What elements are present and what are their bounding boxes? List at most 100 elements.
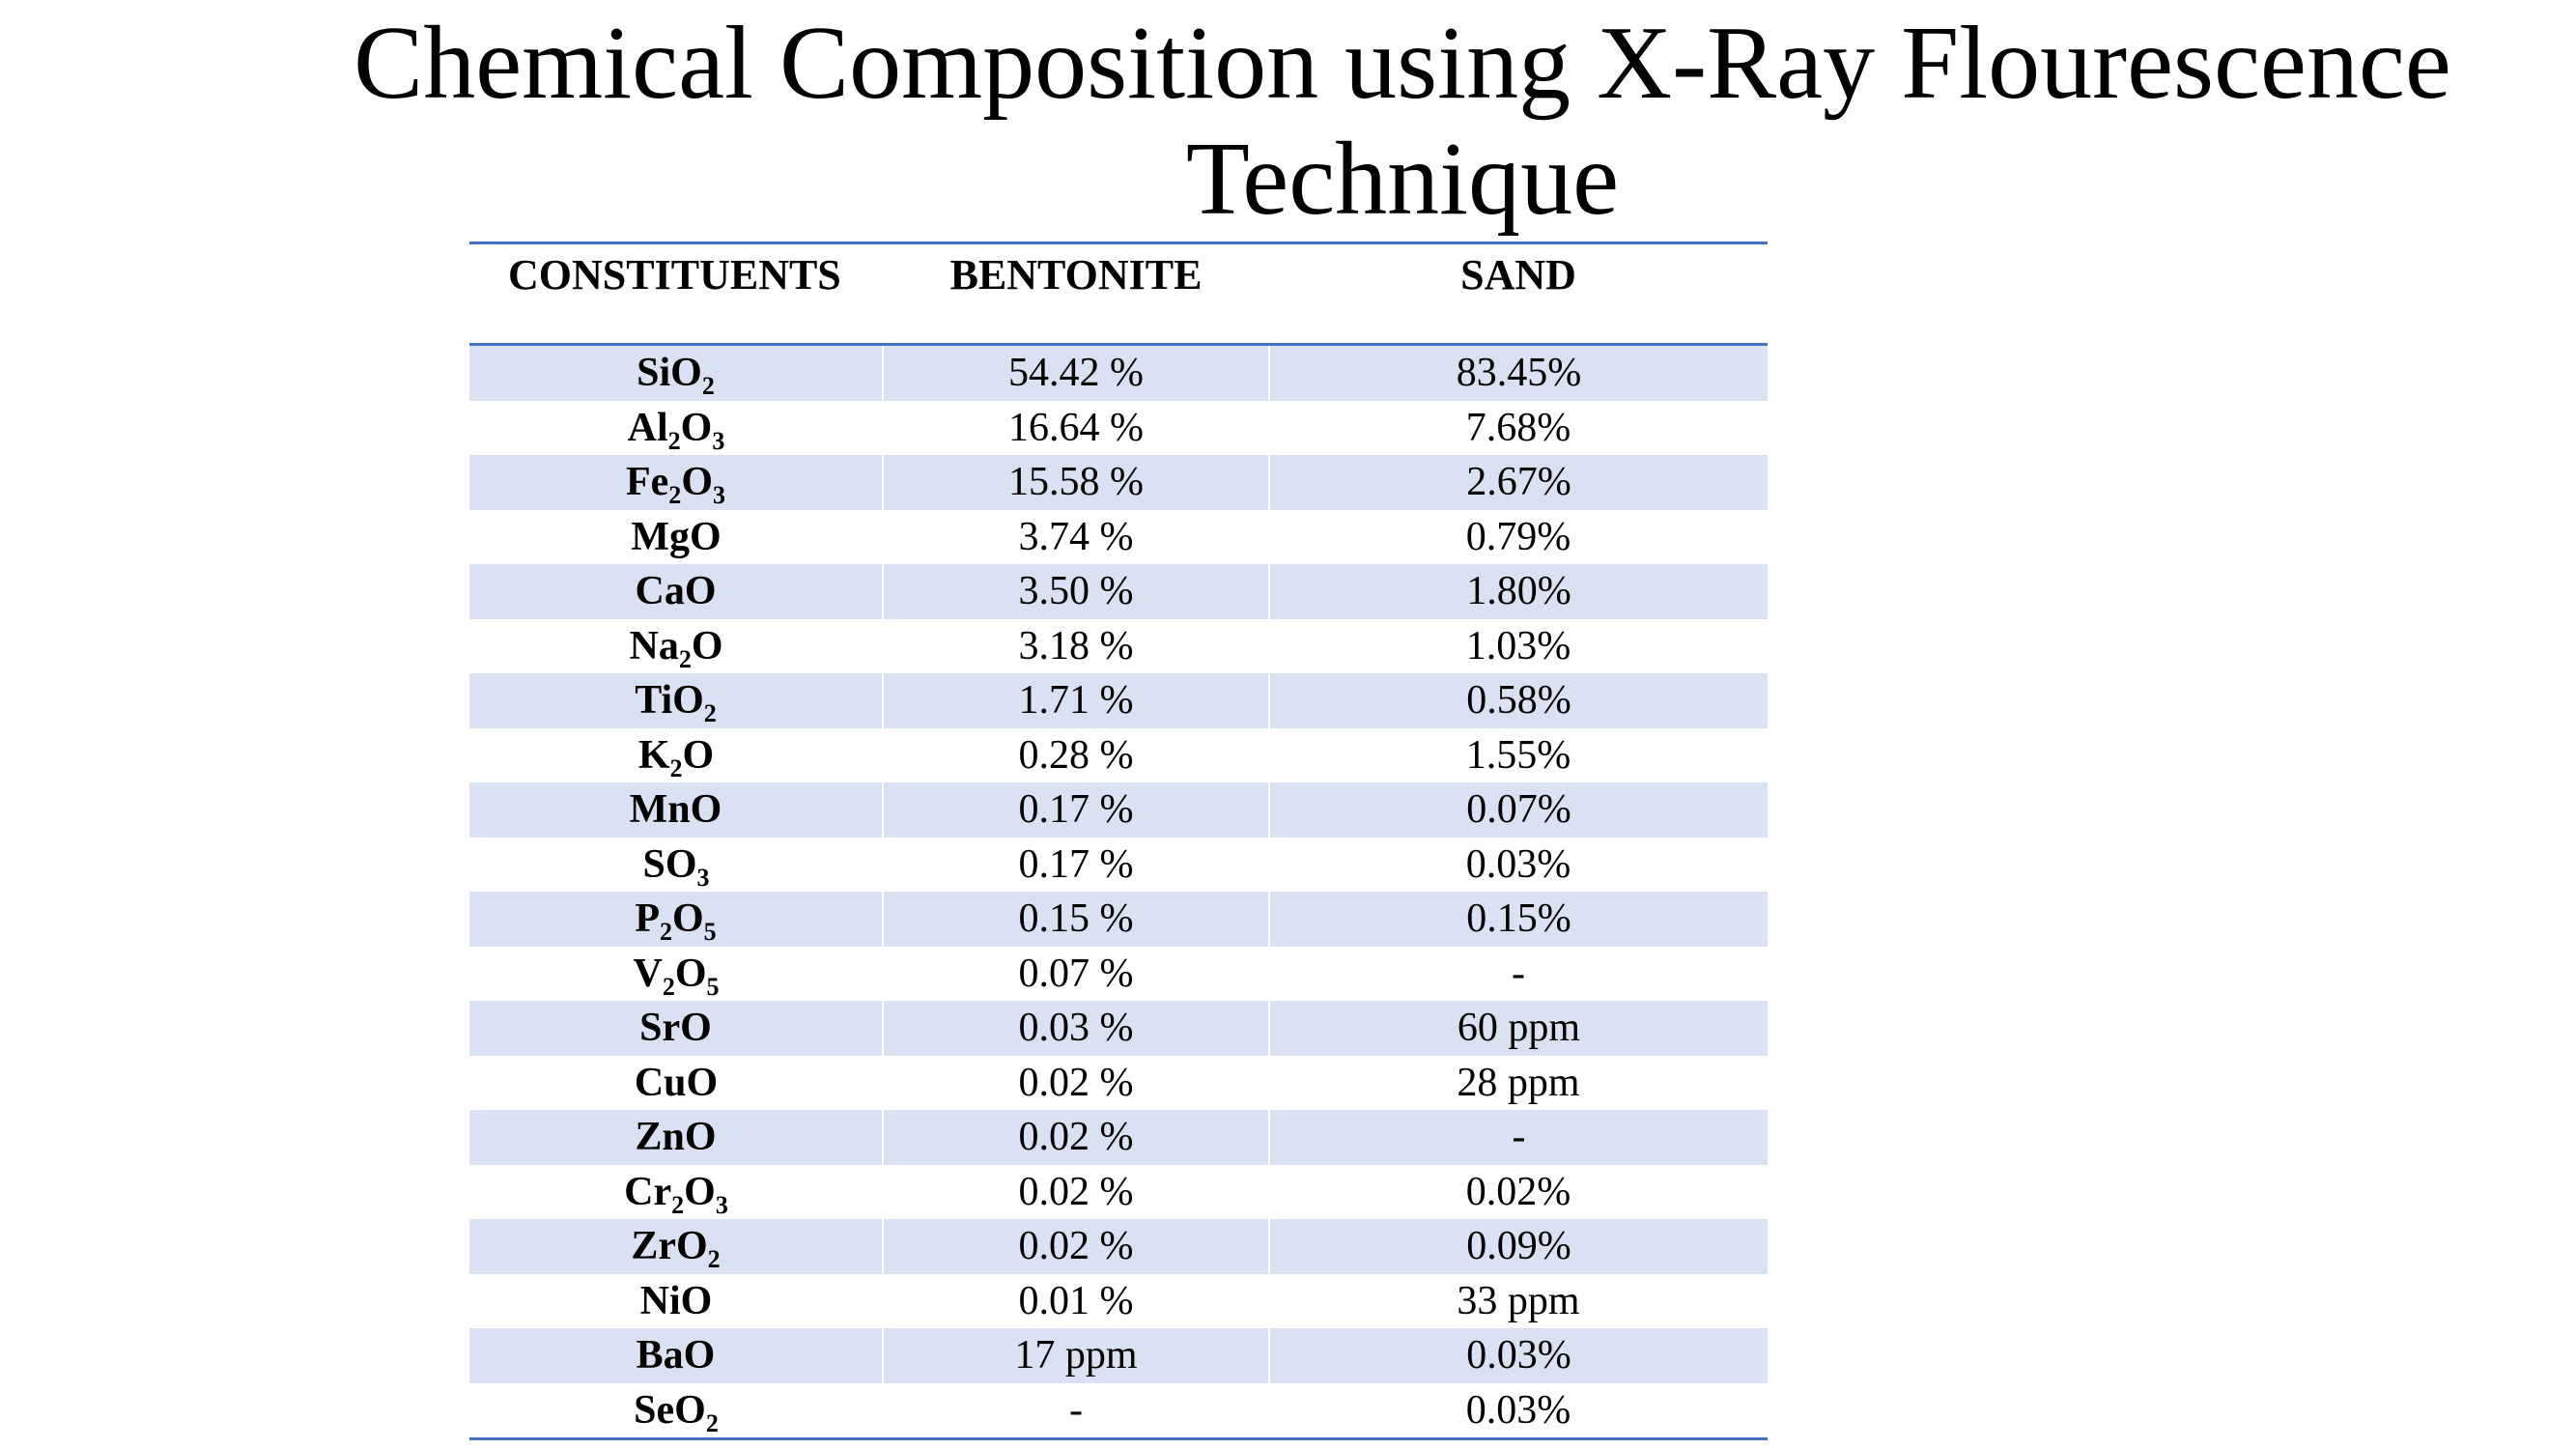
constituent-cell: SrO	[469, 1001, 883, 1056]
title-line-1: Chemical Composition using X-Ray Floures…	[354, 6, 2451, 121]
formula-subscript: 2	[707, 1245, 721, 1274]
formula-subscript: 2	[662, 972, 675, 1001]
sand-cell: 33 ppm	[1269, 1273, 1768, 1328]
formula-element: Ti	[635, 678, 673, 724]
bentonite-cell: 0.07 %	[883, 946, 1269, 1001]
table-row: V2O5 0.07 % -	[469, 946, 1768, 1001]
bentonite-cell: 0.02 %	[882, 1219, 1269, 1274]
bentonite-cell: 3.50 %	[882, 564, 1269, 619]
sand-cell: 0.03%	[1269, 1382, 1768, 1440]
table-row: Na2O 3.18 % 1.03%	[469, 618, 1768, 673]
header-bentonite: BENTONITE	[883, 242, 1269, 346]
formula-subscript: 2	[669, 753, 683, 782]
bentonite-cell: 0.01 %	[883, 1273, 1269, 1328]
bentonite-cell: 15.58 %	[882, 455, 1269, 510]
formula-element: BaO	[636, 1333, 716, 1378]
formula-subscript: 5	[706, 972, 720, 1001]
formula-element: O	[665, 841, 697, 887]
formula-element: O	[680, 405, 713, 450]
constituent-cell: CuO	[469, 1055, 883, 1110]
table-row: SrO 0.03 % 60 ppm	[469, 1001, 1768, 1056]
formula-subscript: 2	[667, 426, 681, 455]
sand-cell: 0.02%	[1269, 1164, 1768, 1219]
formula-element: Zr	[631, 1224, 676, 1269]
formula-element: O	[674, 1387, 706, 1433]
formula-subscript: 2	[659, 918, 672, 947]
constituent-cell: MgO	[469, 509, 883, 564]
bentonite-cell: 0.28 %	[883, 727, 1269, 782]
sand-cell: -	[1269, 946, 1768, 1001]
table-row: MgO 3.74 % 0.79%	[469, 509, 1768, 564]
sand-cell: 0.15%	[1268, 892, 1768, 947]
constituent-cell: MnO	[469, 782, 883, 838]
sand-cell: 0.07%	[1268, 782, 1768, 838]
formula-element: ZnO	[635, 1115, 717, 1160]
formula-element: O	[671, 896, 704, 942]
bentonite-cell: 1.71 %	[882, 673, 1269, 728]
sand-cell: 7.68%	[1269, 400, 1768, 455]
table-row: ZnO 0.02 % -	[469, 1110, 1768, 1165]
sand-cell: 0.58%	[1268, 673, 1768, 728]
table-row: SeO2-0.03%	[469, 1382, 1768, 1440]
bentonite-cell: 3.18 %	[883, 618, 1269, 673]
constituent-cell: Fe2O3	[469, 455, 883, 510]
formula-element: O	[672, 678, 704, 724]
header-sand: SAND	[1269, 242, 1768, 346]
bentonite-cell: 0.17 %	[883, 837, 1269, 892]
table-row: BaO 17 ppm 0.03%	[469, 1328, 1768, 1383]
formula-element: O	[681, 460, 713, 505]
formula-element: O	[684, 1169, 716, 1214]
table-row: P2O5 0.15 % 0.15%	[469, 892, 1768, 947]
constituent-cell: Na2O	[469, 618, 883, 673]
bentonite-cell: 0.02 %	[883, 1055, 1269, 1110]
sand-cell: 1.80%	[1268, 564, 1768, 619]
bentonite-cell: 3.74 %	[883, 509, 1269, 564]
formula-element: SrO	[639, 1006, 712, 1051]
sand-cell: 0.79%	[1269, 509, 1768, 564]
table-row: Cr2O3 0.02 % 0.02%	[469, 1164, 1768, 1219]
constituent-cell: CaO	[469, 564, 883, 619]
bentonite-cell: 0.02 %	[883, 1164, 1269, 1219]
table-row: SO3 0.17 % 0.03%	[469, 837, 1768, 892]
table-row: K2O 0.28 % 1.55%	[469, 727, 1768, 782]
formula-element: Cr	[624, 1169, 672, 1214]
formula-subscript: 2	[701, 372, 715, 401]
bentonite-cell: 0.15 %	[882, 892, 1269, 947]
constituent-cell: Cr2O3	[469, 1164, 883, 1219]
bentonite-cell: 54.42 %	[882, 344, 1269, 401]
constituent-cell: SeO2	[469, 1382, 883, 1440]
constituent-cell: K2O	[469, 727, 883, 782]
sand-cell: 0.03%	[1269, 837, 1768, 892]
table-row: Al2O3 16.64 % 7.68%	[469, 400, 1768, 455]
header-row: CONSTITUENTS BENTONITE SAND	[469, 242, 1768, 346]
formula-element: K	[637, 732, 670, 778]
formula-element: MnO	[629, 787, 722, 833]
formula-subscript: 2	[668, 481, 682, 510]
formula-element: O	[670, 351, 702, 396]
composition-table: CONSTITUENTS BENTONITE SAND SiO2 54.42 % 8…	[469, 242, 1768, 1440]
sand-cell: -	[1268, 1110, 1768, 1165]
constituent-cell: SiO2	[469, 344, 883, 401]
formula-element: O	[674, 951, 707, 996]
bentonite-cell: 0.02 %	[882, 1110, 1269, 1165]
formula-element: CuO	[634, 1060, 719, 1105]
constituent-cell: NiO	[469, 1273, 883, 1328]
formula-element: Al	[627, 405, 668, 450]
formula-element: O	[675, 1224, 708, 1269]
formula-element: Fe	[626, 460, 669, 505]
title-line-2: Technique	[1185, 122, 1620, 237]
constituent-cell: Al2O3	[469, 400, 883, 455]
formula-element: CaO	[635, 569, 717, 614]
constituent-cell: ZnO	[469, 1110, 883, 1165]
table-row: CuO 0.02 % 28 ppm	[469, 1055, 1768, 1110]
sand-cell: 0.03%	[1268, 1328, 1768, 1383]
table-row: ZrO2 0.02 % 0.09%	[469, 1219, 1768, 1274]
formula-subscript: 5	[703, 918, 717, 947]
sand-cell: 83.45%	[1268, 344, 1768, 401]
formula-element: O	[691, 623, 723, 668]
formula-subscript: 3	[696, 863, 710, 892]
bentonite-cell: 17 ppm	[882, 1328, 1269, 1383]
sand-cell: 28 ppm	[1269, 1055, 1768, 1110]
table-row: SiO2 54.42 % 83.45%	[469, 344, 1768, 401]
formula-element: V	[633, 951, 663, 996]
